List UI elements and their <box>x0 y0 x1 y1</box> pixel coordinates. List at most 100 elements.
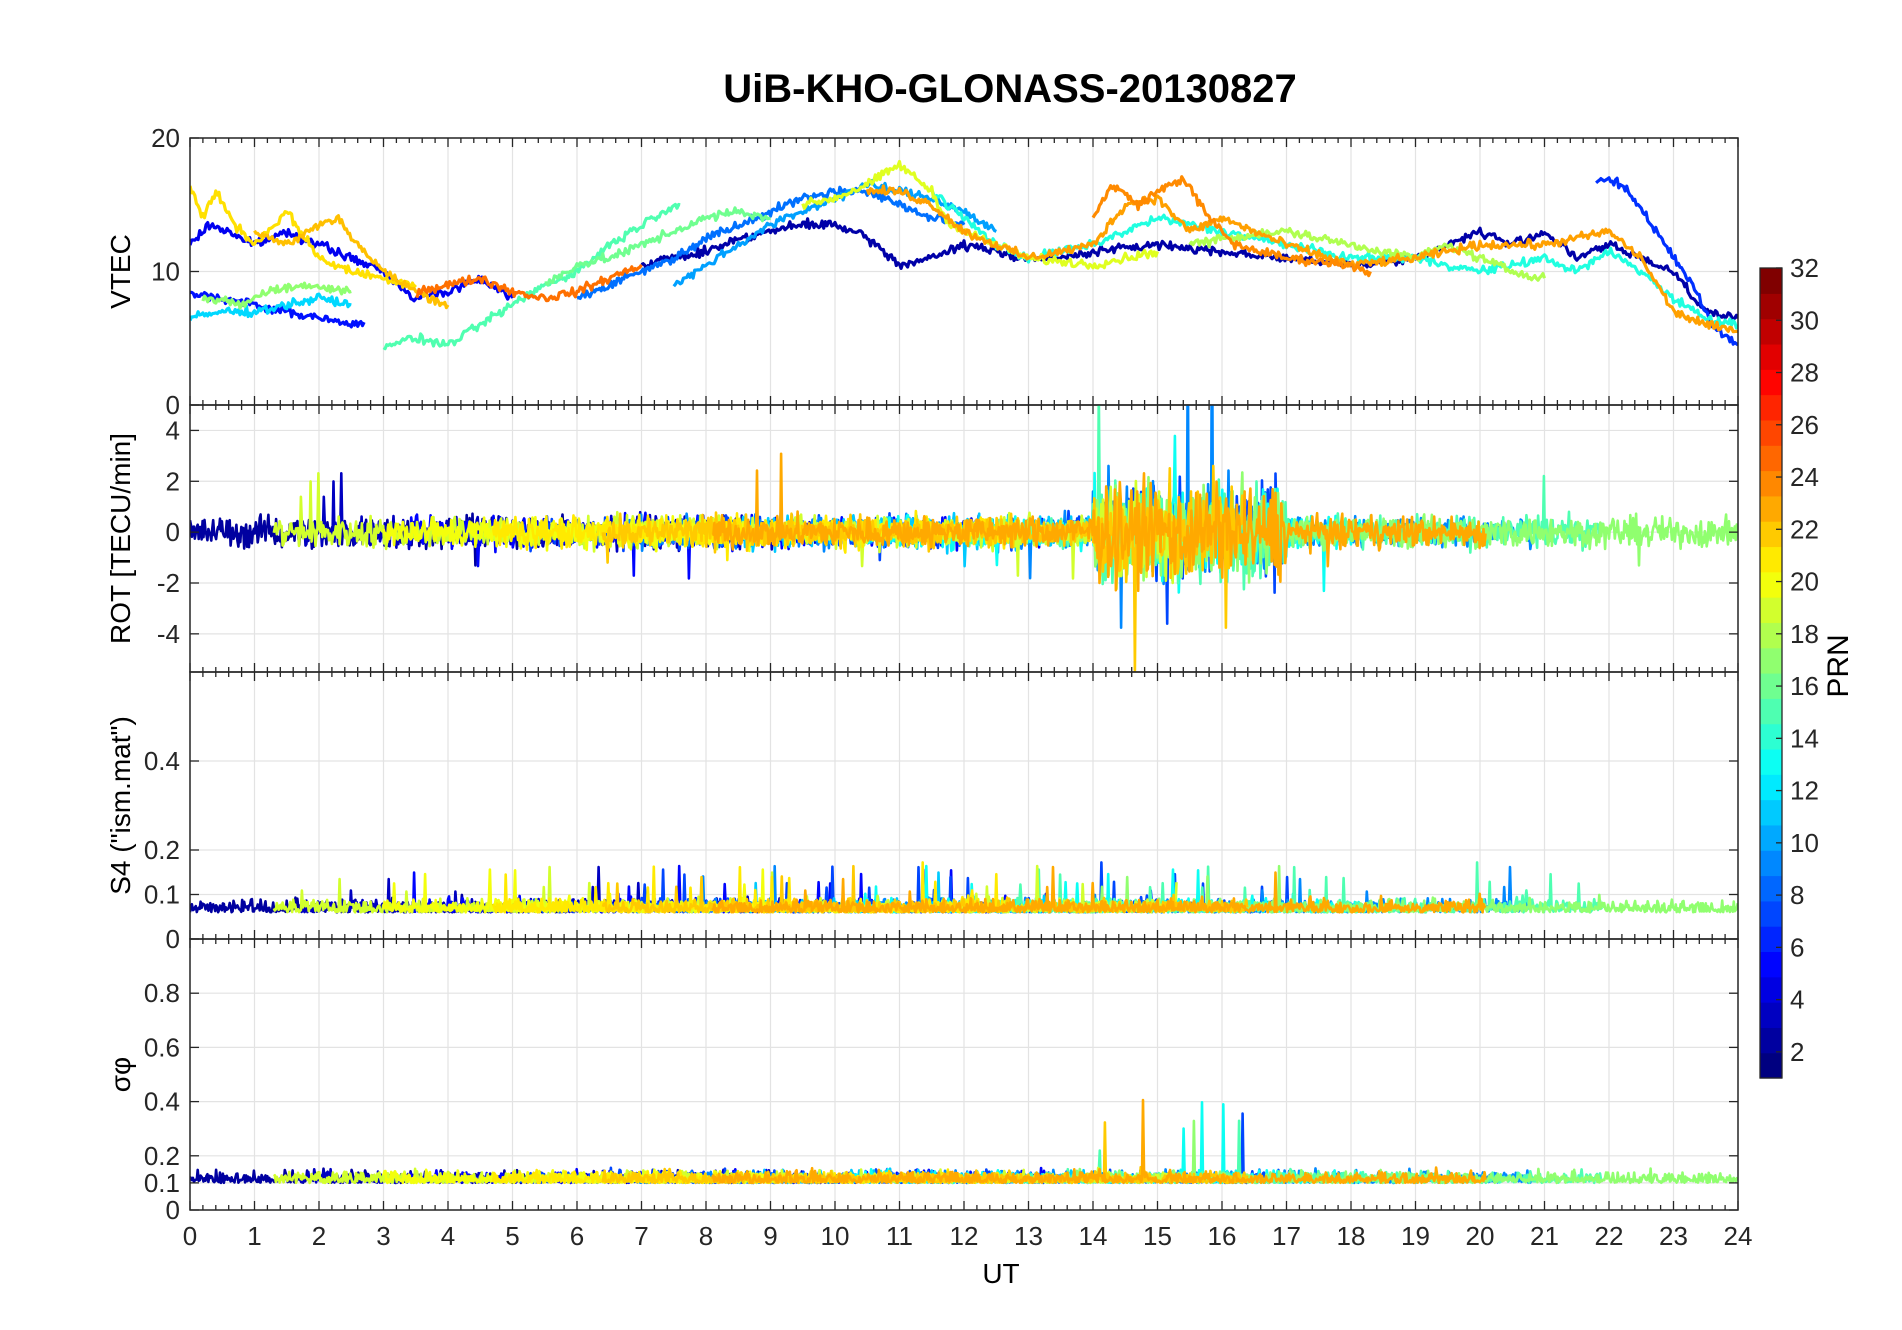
x-axis-label: UT <box>982 1258 1019 1289</box>
x-tick-label: 22 <box>1595 1221 1624 1251</box>
x-tick-label: 17 <box>1272 1221 1301 1251</box>
x-tick-label: 18 <box>1337 1221 1366 1251</box>
colorbar-segment <box>1760 850 1782 877</box>
colorbar-tick-label: 12 <box>1790 776 1819 806</box>
colorbar-tick-label: 2 <box>1790 1037 1804 1067</box>
y-tick-label: 0 <box>166 390 180 420</box>
colorbar-segment <box>1760 1052 1782 1079</box>
colorbar-segment <box>1760 774 1782 801</box>
series-group <box>190 1098 1738 1185</box>
x-tick-label: 19 <box>1401 1221 1430 1251</box>
y-tick-label: 4 <box>166 415 180 445</box>
colorbar-tick-label: 6 <box>1790 932 1804 962</box>
colorbar-segment <box>1760 546 1782 573</box>
y-tick-label: 0 <box>166 924 180 954</box>
series-line-prn-12 <box>190 292 352 322</box>
y-tick-label: 0.4 <box>144 746 180 776</box>
series-line-prn-16 <box>544 206 771 287</box>
colorbar-segment <box>1760 951 1782 978</box>
x-tick-label: 2 <box>312 1221 326 1251</box>
chart-title: UiB-KHO-GLONASS-20130827 <box>723 67 1297 111</box>
y-axis-label: S4 ("ism.mat") <box>105 716 136 895</box>
colorbar-segment <box>1760 926 1782 953</box>
y-tick-label: 2 <box>166 466 180 496</box>
colorbar-tick-label: 4 <box>1790 985 1804 1015</box>
y-axis-label: σφ <box>105 1057 136 1092</box>
x-tick-label: 8 <box>699 1221 713 1251</box>
y-tick-label: 0.1 <box>144 1168 180 1198</box>
colorbar-segment <box>1760 1027 1782 1054</box>
colorbar-tick-label: 8 <box>1790 880 1804 910</box>
y-tick-label: -4 <box>157 619 180 649</box>
x-tick-label: 16 <box>1208 1221 1237 1251</box>
series-group <box>190 159 1738 351</box>
y-tick-label: 0.4 <box>144 1087 180 1117</box>
x-tick-label: 3 <box>376 1221 390 1251</box>
colorbar-tick-label: 28 <box>1790 358 1819 388</box>
y-axis-label: ROT [TECU/min] <box>105 433 136 644</box>
y-tick-label: 0.8 <box>144 978 180 1008</box>
colorbar-segment <box>1760 875 1782 902</box>
colorbar-tick-label: 16 <box>1790 671 1819 701</box>
x-tick-label: 9 <box>763 1221 777 1251</box>
series-line-prn-23 <box>712 452 1487 592</box>
colorbar-segment <box>1760 343 1782 370</box>
y-tick-label: 0.2 <box>144 1141 180 1171</box>
colorbar-segment <box>1760 723 1782 750</box>
x-tick-label: 12 <box>950 1221 979 1251</box>
series-line-prn-8 <box>576 185 966 300</box>
series-line-prn-21 <box>253 214 450 310</box>
colorbar-tick-label: 24 <box>1790 462 1819 492</box>
colorbar-tick-label: 20 <box>1790 567 1819 597</box>
colorbar-tick-label: 30 <box>1790 305 1819 335</box>
x-tick-label: 21 <box>1530 1221 1559 1251</box>
x-tick-label: 20 <box>1466 1221 1495 1251</box>
colorbar-frame <box>1759 267 1783 1079</box>
series-line-prn-23 <box>1091 175 1372 278</box>
colorbar-segment <box>1760 1002 1782 1028</box>
colorbar-segment <box>1760 647 1782 674</box>
colorbar-segment <box>1760 445 1782 472</box>
colorbar-tick-label: 22 <box>1790 514 1819 544</box>
x-tick-label: 11 <box>886 1221 913 1251</box>
colorbar-segment <box>1760 673 1782 699</box>
x-tick-label: 7 <box>634 1221 648 1251</box>
colorbar-segment <box>1760 394 1782 421</box>
colorbar-segment <box>1760 293 1782 320</box>
colorbar-tick-label: 26 <box>1790 410 1819 440</box>
colorbar-tick-label: 14 <box>1790 723 1819 753</box>
y-tick-label: 20 <box>151 123 180 153</box>
colorbar-segment <box>1760 597 1782 623</box>
colorbar-segment <box>1760 419 1782 446</box>
x-tick-label: 6 <box>570 1221 584 1251</box>
colorbar-segment <box>1760 976 1782 1003</box>
y-tick-label: 10 <box>151 257 180 287</box>
colorbar-segment <box>1760 571 1782 598</box>
x-tick-label: 10 <box>821 1221 850 1251</box>
series-line-prn-3 <box>190 221 515 303</box>
y-tick-label: 0 <box>166 517 180 547</box>
colorbar-segment <box>1760 799 1782 826</box>
y-axis-label: VTEC <box>105 234 136 309</box>
y-tick-label: 0.6 <box>144 1032 180 1062</box>
colorbar-label: PRN <box>1822 634 1855 697</box>
panel-vtec: 0 10 20 VTEC <box>105 123 1739 420</box>
series-line-prn-23 <box>711 1098 1487 1185</box>
series-line-prn-23 <box>711 865 1487 914</box>
series-line-prn-24 <box>415 263 643 303</box>
colorbar-segment <box>1760 495 1782 522</box>
colorbar-segment <box>1760 369 1782 396</box>
y-tick-label: 0.1 <box>144 880 180 910</box>
x-tick-label: 5 <box>505 1221 519 1251</box>
colorbar-segment <box>1760 521 1782 548</box>
x-tick-label: 1 <box>247 1221 261 1251</box>
series-group <box>190 405 1738 672</box>
y-tick-label: 0 <box>166 1195 180 1225</box>
colorbar-tick-label: 10 <box>1790 828 1819 858</box>
colorbar-segment <box>1760 900 1782 927</box>
x-tick-label: 23 <box>1659 1221 1688 1251</box>
colorbar-tick-label: 18 <box>1790 619 1819 649</box>
x-tick-label: 4 <box>441 1221 455 1251</box>
